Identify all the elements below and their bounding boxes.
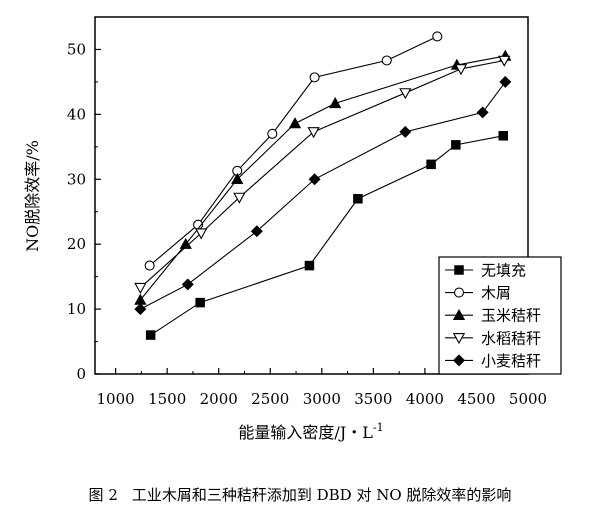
data-point [308,173,321,186]
legend-marker [452,308,466,320]
legend-label: 小麦秸秆 [481,352,541,370]
series-4 [134,55,511,295]
data-point [399,125,412,138]
series-layer [134,31,512,340]
data-point [250,225,263,238]
legend-label: 玉米秸秆 [481,307,541,325]
data-point [179,237,192,249]
series-2 [144,31,443,271]
y-tick-label: 50 [67,40,86,58]
x-tick-label: 5000 [509,390,547,408]
data-point [144,260,155,271]
y-tick-label: 40 [67,105,86,123]
data-point [329,96,342,109]
legend-label: 木屑 [481,284,511,302]
data-point [134,282,147,295]
x-tick-label: 4000 [406,390,444,408]
data-point [307,127,320,139]
series-line [139,59,505,289]
data-point [309,72,320,83]
data-point [304,260,315,271]
data-point [181,278,194,291]
data-point [267,128,278,139]
data-point [145,330,156,340]
x-tick-label: 4500 [457,390,495,408]
axis-labels: 能量输入密度/J・L-1 NO脱除效率/% [23,140,384,442]
data-point [195,297,205,308]
x-tick-label: 2500 [251,390,289,408]
y-tick-label: 10 [67,300,86,318]
x-tick-label: 1000 [97,390,135,408]
caption-text: 工业木屑和三种秸秆添加到 DBD 对 NO 脱除效率的影响 [131,486,512,504]
figure-caption: 图 2 工业木屑和三种秸秆添加到 DBD 对 NO 脱除效率的影响 [0,484,600,505]
y-axis-label: NO脱除效率/% [23,140,42,252]
data-point [498,55,511,67]
data-point [476,106,489,119]
x-tick-label: 3000 [303,390,341,408]
data-point [195,228,208,240]
axes: 1000 1500 2000 2500 3000 3500 4000 4500 5000 0 10 2… [67,16,547,408]
legend-entry: 玉米秸秆 [445,307,541,325]
legend-label: 无填充 [481,262,526,280]
y-tick-label: 20 [67,235,86,253]
legend-entry: 木屑 [445,284,511,302]
data-point [426,159,436,170]
x-tick-label: 2000 [200,390,238,408]
y-tick-label: 0 [76,365,86,383]
data-point [288,117,302,129]
chart: 1000 1500 2000 2500 3000 3500 4000 4500 5000 0 10 2… [23,16,562,442]
x-axis-label: 能量输入密度/J・L-1 [238,421,383,442]
data-point [454,64,468,76]
data-point [498,131,509,141]
legend-marker [453,287,465,298]
legend-entry: 小麦秸秆 [445,352,541,370]
legend-marker [454,265,464,275]
legend-marker [453,354,465,367]
data-point [353,193,363,204]
plot-frame [94,16,529,375]
data-point [231,172,244,185]
series-5 [134,75,512,316]
caption-number: 图 2 [88,486,118,504]
legend-label: 水稻秸秆 [481,329,541,347]
data-point [432,31,443,42]
data-point [451,140,461,150]
x-tick-label: 1500 [148,390,186,408]
x-tick-label: 3500 [354,390,392,408]
legend-marker [452,333,466,345]
data-point [233,192,246,204]
data-point [399,88,412,100]
data-point [134,303,147,316]
legend-box [438,256,562,375]
series-line [149,35,438,267]
legend-entry: 无填充 [445,262,526,280]
series-1 [145,131,509,340]
legend-entry: 水稻秸秆 [445,329,541,347]
data-point [499,75,512,88]
y-tick-label: 30 [67,170,86,188]
data-point [381,55,392,66]
